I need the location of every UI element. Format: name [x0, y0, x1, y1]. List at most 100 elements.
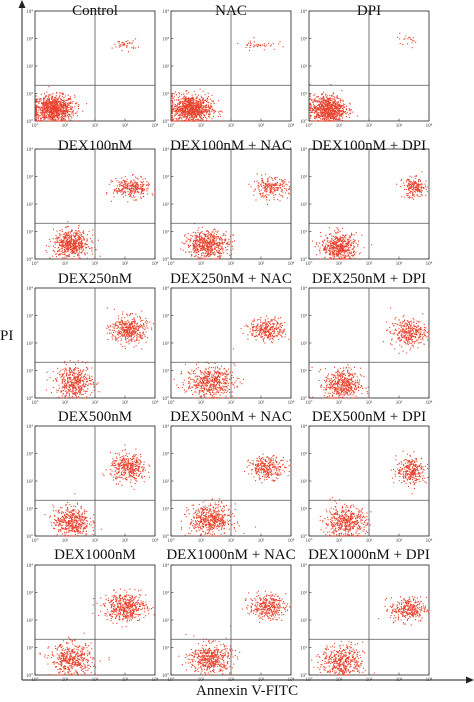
data-point: [333, 246, 335, 248]
data-point: [70, 237, 73, 239]
data-point: [259, 193, 261, 195]
data-point: [211, 248, 213, 250]
data-point: [342, 237, 344, 239]
data-point: [341, 248, 343, 250]
data-point: [266, 199, 268, 201]
data-point: [182, 114, 184, 116]
data-point: [332, 101, 334, 103]
data-point: [327, 109, 329, 111]
data-point: [194, 108, 196, 110]
data-point: [257, 187, 259, 189]
data-point: [136, 177, 138, 179]
data-point: [186, 101, 188, 103]
data-point: [56, 102, 58, 105]
data-point: [189, 112, 191, 114]
data-point: [68, 234, 70, 236]
data-point: [53, 113, 55, 115]
data-point: [219, 255, 221, 258]
data-point: [75, 258, 77, 260]
data-point: [182, 113, 184, 115]
data-point: [76, 239, 78, 241]
data-point: [353, 234, 355, 236]
data-point: [173, 103, 175, 105]
data-point: [35, 105, 37, 107]
data-point: [284, 181, 286, 183]
data-point: [313, 95, 315, 97]
data-point: [83, 239, 85, 241]
data-point: [229, 235, 231, 237]
data-point: [127, 191, 129, 193]
data-point: [66, 247, 68, 249]
data-point: [192, 240, 194, 243]
data-point: [82, 236, 84, 238]
data-point: [361, 234, 363, 236]
data-point: [208, 243, 211, 245]
data-point: [196, 239, 198, 241]
x-tick-label: 10⁴: [426, 123, 433, 129]
data-point: [282, 180, 284, 182]
data-point: [72, 101, 74, 103]
data-point: [198, 103, 200, 105]
data-point: [124, 182, 126, 184]
data-point: [346, 111, 348, 113]
data-point: [54, 108, 56, 110]
data-point: [190, 112, 192, 114]
data-point: [209, 237, 211, 239]
data-point: [122, 43, 124, 45]
data-point: [229, 254, 231, 256]
data-point: [187, 101, 190, 103]
data-point: [204, 247, 206, 249]
data-point: [208, 249, 210, 251]
data-point: [266, 183, 269, 185]
data-point: [338, 253, 340, 255]
data-point: [48, 120, 50, 122]
data-point: [399, 42, 401, 45]
data-point: [143, 189, 145, 191]
data-point: [204, 240, 206, 242]
data-point: [189, 246, 191, 248]
data-point: [61, 253, 63, 255]
data-point: [333, 101, 335, 103]
data-point: [65, 237, 67, 239]
data-point: [286, 197, 289, 199]
y-tick-label: 10⁴: [26, 9, 33, 15]
data-point: [332, 249, 334, 251]
data-point: [62, 251, 64, 254]
data-point: [188, 103, 190, 105]
data-point: [317, 96, 319, 98]
data-point: [68, 109, 70, 111]
data-point: [190, 108, 192, 110]
data-point: [182, 103, 184, 106]
data-point: [48, 110, 50, 113]
data-point: [340, 248, 342, 250]
data-point: [186, 116, 188, 118]
data-point: [272, 180, 274, 182]
data-point: [185, 96, 187, 98]
data-point: [341, 114, 343, 116]
data-point: [183, 112, 185, 114]
data-point: [328, 233, 331, 235]
data-point: [317, 115, 320, 117]
data-point: [265, 183, 267, 185]
data-point: [193, 248, 195, 250]
y-tick-label: 10°: [162, 258, 169, 263]
data-point: [339, 235, 341, 237]
data-point: [219, 257, 221, 259]
data-point: [188, 104, 190, 106]
data-point: [260, 196, 262, 198]
data-point: [202, 119, 204, 121]
data-point: [333, 250, 336, 252]
data-point: [309, 98, 311, 100]
data-point: [347, 242, 349, 244]
data-point: [76, 230, 78, 232]
data-point: [329, 247, 331, 249]
data-point: [206, 246, 208, 248]
data-point: [199, 242, 201, 244]
data-point: [74, 249, 76, 251]
data-point: [200, 95, 202, 97]
data-point: [314, 98, 316, 100]
data-point: [66, 242, 68, 245]
data-point: [171, 109, 173, 111]
data-point: [205, 250, 207, 252]
data-point: [51, 117, 53, 119]
